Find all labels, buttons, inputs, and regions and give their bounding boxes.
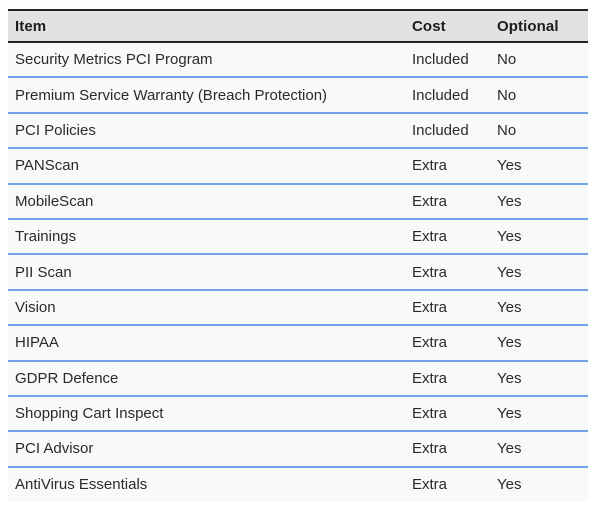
optional-cell: Yes xyxy=(490,148,588,185)
pricing-table-container: Item Cost Optional Security Metrics PCI … xyxy=(8,9,588,503)
item-cell: PCI Policies xyxy=(8,112,405,150)
item-cell: HIPAA xyxy=(8,325,405,362)
table-row: Security Metrics PCI Program Included No xyxy=(8,42,588,79)
table-row: MobileScan Extra Yes xyxy=(8,183,588,220)
optional-cell: No xyxy=(490,42,588,79)
cost-cell: Included xyxy=(405,112,490,150)
optional-cell: Yes xyxy=(490,325,588,362)
item-cell: GDPR Defence xyxy=(8,360,405,397)
table-header: Item Cost Optional xyxy=(8,9,588,43)
cost-cell: Extra xyxy=(405,395,490,433)
header-row: Item Cost Optional xyxy=(8,9,588,43)
table-row: PCI Policies Included No xyxy=(8,112,588,150)
optional-cell: Yes xyxy=(490,289,588,327)
cost-cell: Extra xyxy=(405,360,490,397)
cost-cell: Included xyxy=(405,77,490,114)
cost-cell: Extra xyxy=(405,183,490,220)
item-cell: Security Metrics PCI Program xyxy=(8,42,405,79)
table-row: Trainings Extra Yes xyxy=(8,218,588,256)
table-row: GDPR Defence Extra Yes xyxy=(8,360,588,397)
table-body: Security Metrics PCI Program Included No… xyxy=(8,42,588,503)
optional-cell: Yes xyxy=(490,218,588,256)
optional-cell: No xyxy=(490,112,588,150)
item-cell: MobileScan xyxy=(8,183,405,220)
table-row: HIPAA Extra Yes xyxy=(8,325,588,362)
item-cell: Shopping Cart Inspect xyxy=(8,395,405,433)
column-header-cost: Cost xyxy=(405,9,490,43)
column-header-item: Item xyxy=(8,9,405,43)
optional-cell: Yes xyxy=(490,360,588,397)
item-cell: PANScan xyxy=(8,148,405,185)
table-row: Vision Extra Yes xyxy=(8,289,588,327)
table-row: AntiVirus Essentials Extra Yes xyxy=(8,466,588,503)
cost-cell: Extra xyxy=(405,254,490,291)
cost-cell: Extra xyxy=(405,325,490,362)
table-row: PII Scan Extra Yes xyxy=(8,254,588,291)
cost-cell: Extra xyxy=(405,218,490,256)
table-row: Shopping Cart Inspect Extra Yes xyxy=(8,395,588,433)
item-cell: PII Scan xyxy=(8,254,405,291)
cost-cell: Extra xyxy=(405,289,490,327)
item-cell: AntiVirus Essentials xyxy=(8,466,405,503)
table-row: PCI Advisor Extra Yes xyxy=(8,431,588,468)
table-row: PANScan Extra Yes xyxy=(8,148,588,185)
column-header-optional: Optional xyxy=(490,9,588,43)
optional-cell: Yes xyxy=(490,254,588,291)
cost-cell: Included xyxy=(405,42,490,79)
optional-cell: Yes xyxy=(490,431,588,468)
cost-cell: Extra xyxy=(405,148,490,185)
optional-cell: No xyxy=(490,77,588,114)
item-cell: PCI Advisor xyxy=(8,431,405,468)
cost-cell: Extra xyxy=(405,466,490,503)
item-cell: Trainings xyxy=(8,218,405,256)
pricing-table: Item Cost Optional Security Metrics PCI … xyxy=(8,9,588,503)
cost-cell: Extra xyxy=(405,431,490,468)
optional-cell: Yes xyxy=(490,183,588,220)
item-cell: Vision xyxy=(8,289,405,327)
item-cell: Premium Service Warranty (Breach Protect… xyxy=(8,77,405,114)
optional-cell: Yes xyxy=(490,466,588,503)
optional-cell: Yes xyxy=(490,395,588,433)
table-row: Premium Service Warranty (Breach Protect… xyxy=(8,77,588,114)
